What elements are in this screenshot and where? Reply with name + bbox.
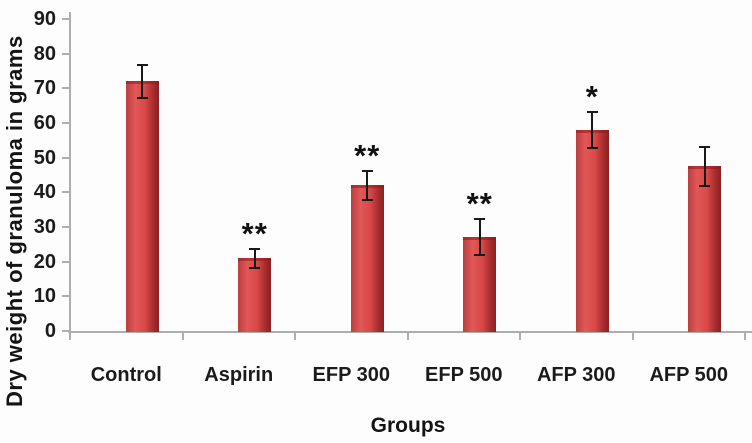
x-axis-line [68, 331, 752, 333]
significance-asterisk: ** [241, 215, 268, 251]
y-tick-mark [62, 156, 70, 159]
significance-asterisk: * [585, 78, 599, 114]
bar [350, 185, 384, 332]
y-tick-label: 60 [33, 111, 56, 134]
y-tick-label: 40 [33, 181, 56, 204]
x-axis-title: Groups [370, 414, 446, 437]
error-bar-cap-bottom [699, 185, 711, 188]
error-bar-cap-bottom [249, 266, 261, 269]
error-bar-line [366, 169, 369, 201]
significance-asterisk: ** [466, 186, 493, 222]
y-tick-label: 30 [33, 215, 56, 238]
x-tick-mark [406, 332, 409, 340]
y-tick-mark [62, 191, 70, 194]
error-bar-line [703, 145, 706, 188]
y-tick-mark [62, 17, 70, 20]
bar [575, 129, 609, 332]
x-category-label: AFP 300 [536, 364, 616, 386]
x-category-label: Control [90, 364, 162, 386]
x-tick-mark [631, 332, 634, 340]
y-tick-label: 0 [44, 320, 56, 342]
error-bar-cap-top [361, 169, 373, 172]
error-bar-cap-bottom [474, 254, 486, 257]
error-bar-line [253, 247, 256, 269]
y-tick-label: 80 [33, 42, 56, 65]
error-bar-cap-bottom [136, 96, 148, 99]
x-tick-mark [744, 332, 746, 340]
error-bar-cap-bottom [586, 146, 598, 149]
x-category-label: AFP 500 [649, 364, 729, 386]
y-tick-label: 10 [33, 285, 56, 308]
y-axis-line [69, 12, 71, 333]
x-category-label: EFP 300 [312, 364, 390, 386]
error-bar-cap-top [586, 110, 598, 113]
bar [238, 258, 272, 332]
error-bar-cap-bottom [361, 198, 373, 201]
error-bar-line [478, 218, 481, 257]
y-tick-mark [62, 121, 70, 124]
y-tick-mark [62, 330, 70, 332]
error-bar-cap-top [474, 218, 486, 221]
y-tick-label: 20 [33, 250, 56, 273]
y-tick-mark [62, 87, 70, 90]
y-tick-mark [62, 52, 70, 55]
y-tick-label: 90 [33, 7, 56, 30]
y-tick-label: 70 [33, 77, 56, 100]
x-category-label: Aspirin [204, 364, 274, 386]
error-bar-cap-top [249, 247, 261, 250]
x-tick-mark [519, 332, 521, 340]
y-tick-mark [62, 225, 70, 228]
x-tick-mark [294, 332, 296, 340]
y-tick-label: 50 [33, 146, 56, 169]
x-category-label: EFP 500 [425, 364, 503, 386]
y-tick-mark [62, 260, 70, 263]
error-bar-cap-top [136, 64, 148, 67]
bar [125, 81, 159, 332]
error-bar-line [591, 110, 594, 149]
bar [688, 166, 722, 332]
significance-asterisk: ** [354, 137, 381, 173]
error-bar-cap-top [699, 145, 711, 148]
y-tick-mark [62, 295, 70, 298]
error-bar-line [141, 64, 144, 99]
x-tick-mark [181, 332, 184, 340]
x-tick-mark [69, 332, 71, 340]
